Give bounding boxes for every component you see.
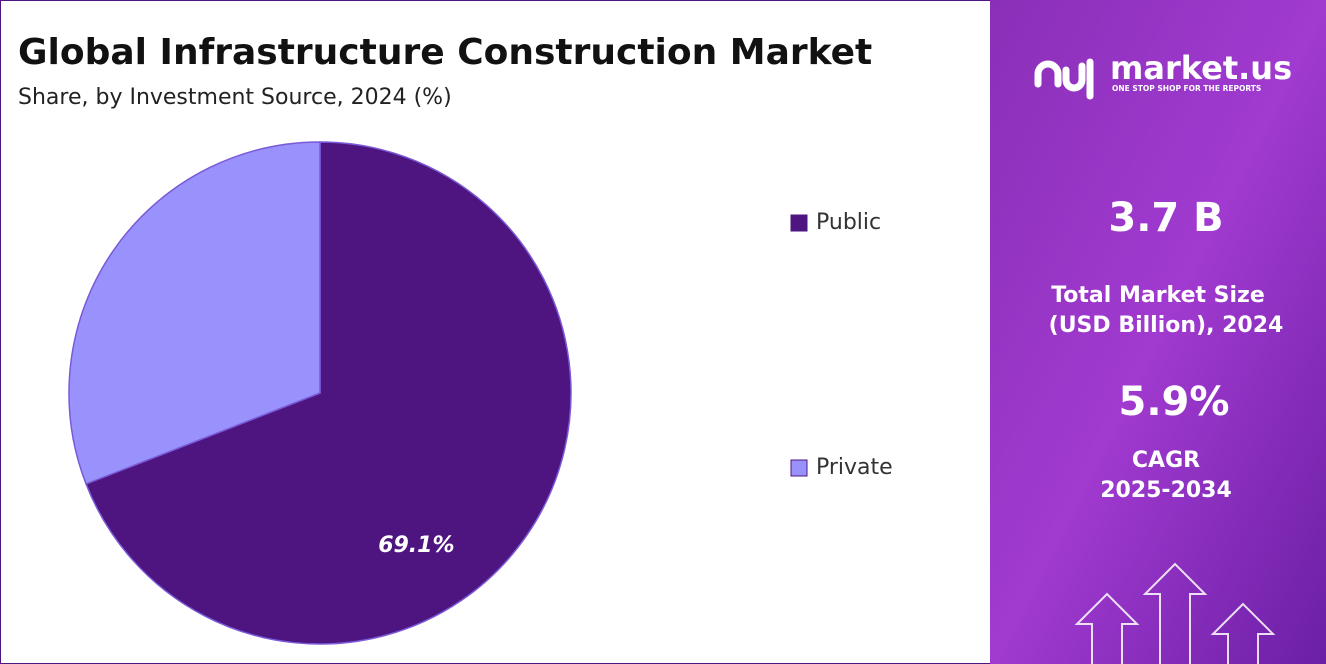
legend-swatch [790, 459, 808, 477]
cagr-label: CAGR [1132, 448, 1200, 473]
data-label: 69.1% [378, 533, 454, 558]
brand: market.us [1110, 49, 1292, 87]
chart-subtitle: Share, by Investment Source, 2024 (%) [18, 85, 452, 110]
market-size-label: Total Market Size [1051, 283, 1265, 308]
legend-label: Private [816, 455, 893, 480]
arrows-decor [1074, 562, 1276, 664]
legend-swatch [790, 214, 808, 232]
tagline: ONE STOP SHOP FOR THE REPORTS [1112, 84, 1261, 93]
cagr-label: 2025-2034 [1100, 478, 1232, 503]
logo [1034, 58, 1094, 100]
pie-slice [85, 141, 572, 645]
market-size: 3.7 B [1108, 195, 1223, 241]
plot: 69.1% Public Private [68, 141, 893, 645]
market-size-label: (USD Billion), 2024 [1049, 313, 1284, 338]
side-panel [990, 0, 1326, 664]
pie-slice [68, 141, 321, 485]
cagr: 5.9% [1119, 379, 1230, 425]
legend-label: Public [816, 210, 881, 235]
chart-title: Global Infrastructure Construction Marke… [18, 32, 872, 73]
